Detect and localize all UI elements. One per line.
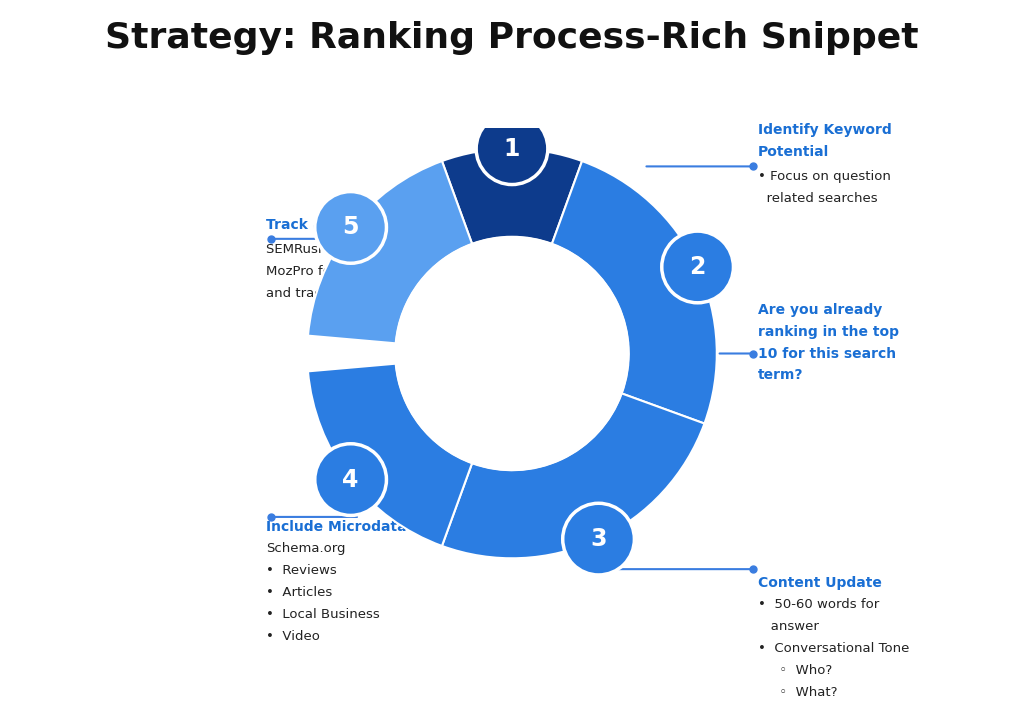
Text: Potential: Potential (758, 146, 829, 159)
Text: Include Microdata for Google: Include Microdata for Google (266, 520, 494, 534)
Wedge shape (308, 161, 472, 344)
Text: •  Local Business: • Local Business (266, 608, 380, 621)
Text: ◦  What?: ◦ What? (758, 686, 838, 699)
Text: 5: 5 (342, 216, 358, 240)
Text: •  50-60 words for: • 50-60 words for (758, 598, 879, 611)
Text: Are you already: Are you already (758, 303, 882, 317)
Wedge shape (442, 393, 705, 559)
Text: •  Video: • Video (266, 630, 321, 643)
Circle shape (563, 503, 635, 575)
Circle shape (662, 231, 733, 303)
Wedge shape (442, 148, 582, 244)
Text: 1: 1 (504, 136, 520, 160)
Text: answer: answer (758, 620, 818, 633)
Text: and tracking: and tracking (266, 286, 350, 300)
Text: 2: 2 (689, 255, 706, 279)
Text: 4: 4 (342, 467, 358, 491)
Text: ranking in the top: ranking in the top (758, 325, 899, 339)
Circle shape (314, 192, 386, 263)
Text: Schema.org: Schema.org (266, 542, 346, 556)
Wedge shape (308, 363, 472, 546)
Wedge shape (552, 161, 717, 423)
Text: •  Articles: • Articles (266, 586, 333, 600)
Text: Track and Test: Track and Test (266, 218, 379, 232)
Circle shape (395, 237, 629, 470)
Text: •  Conversational Tone: • Conversational Tone (758, 642, 909, 655)
Text: term?: term? (758, 368, 803, 382)
Text: Strategy: Ranking Process-Rich Snippet: Strategy: Ranking Process-Rich Snippet (105, 21, 919, 55)
Text: 3: 3 (590, 527, 607, 551)
Circle shape (476, 113, 548, 185)
Text: Identify Keyword: Identify Keyword (758, 124, 892, 137)
Text: 10 for this search: 10 for this search (758, 346, 896, 361)
Text: ◦  Who?: ◦ Who? (758, 664, 833, 677)
Text: Content Update: Content Update (758, 576, 882, 590)
Text: related searches: related searches (758, 192, 878, 205)
Text: •  Reviews: • Reviews (266, 564, 337, 578)
Text: • Focus on question: • Focus on question (758, 170, 891, 183)
Text: SEMRush, ahrefs, or: SEMRush, ahrefs, or (266, 243, 398, 256)
Text: MozPro for opportunities: MozPro for opportunities (266, 264, 430, 278)
Circle shape (314, 444, 386, 515)
